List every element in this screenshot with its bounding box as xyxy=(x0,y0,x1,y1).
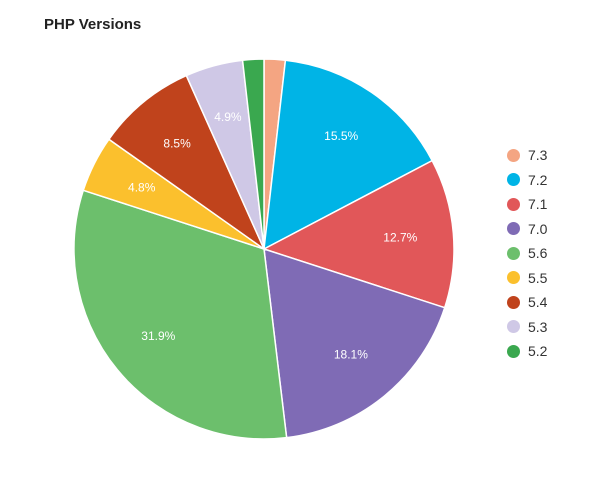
pie-slice-value-label: 18.1% xyxy=(334,348,368,362)
legend-item-5-2[interactable]: 5.2 xyxy=(507,339,597,364)
legend-swatch xyxy=(507,344,520,358)
pie-slice-7-0[interactable] xyxy=(263,247,446,439)
pie-slice-value-label: 31.9% xyxy=(141,329,175,343)
legend-swatch xyxy=(507,148,520,162)
pie-slice-7-1[interactable] xyxy=(262,159,455,309)
legend-item-7-1[interactable]: 7.1 xyxy=(507,192,597,217)
legend-label: 7.1 xyxy=(528,196,548,213)
legend-label: 5.6 xyxy=(528,245,548,262)
legend-swatch xyxy=(507,295,520,309)
legend-swatch xyxy=(507,271,520,285)
pie-slice-5-2[interactable] xyxy=(241,58,265,250)
legend-item-5-6[interactable]: 5.6 xyxy=(507,241,597,266)
legend-swatch xyxy=(507,173,520,187)
chart-title: PHP Versions xyxy=(44,16,142,33)
pie-slice-5-4[interactable] xyxy=(107,74,266,252)
legend-label: 5.4 xyxy=(528,294,548,311)
legend-item-5-4[interactable]: 5.4 xyxy=(507,290,597,315)
legend-label: 7.3 xyxy=(528,147,548,164)
legend-swatch xyxy=(507,197,520,211)
pie-slice-value-label: 15.5% xyxy=(324,129,358,143)
legend-label: 7.2 xyxy=(528,171,548,188)
legend-label: 7.0 xyxy=(528,220,548,237)
legend-item-7-2[interactable]: 7.2 xyxy=(507,168,597,193)
legend: 7.3 7.2 7.1 7.0 5.6 5.5 5.4 5.3 5.2 xyxy=(507,143,597,364)
legend-swatch xyxy=(507,320,520,334)
pie-slice-value-label: 4.8% xyxy=(128,181,156,195)
pie-slices xyxy=(73,58,455,440)
legend-label: 5.3 xyxy=(528,318,548,335)
legend-label: 5.5 xyxy=(528,269,548,286)
pie-slice-labels: 15.5% 12.7% 18.1% 31.9% 4.8% 8.5% 4.9% xyxy=(128,110,418,362)
legend-item-5-3[interactable]: 5.3 xyxy=(507,315,597,340)
legend-item-7-0[interactable]: 7.0 xyxy=(507,217,597,242)
pie-slice-value-label: 4.9% xyxy=(214,110,242,124)
legend-swatch xyxy=(507,222,520,236)
pie-slice-7-2[interactable] xyxy=(263,59,434,251)
legend-swatch xyxy=(507,246,520,260)
pie-slice-5-6[interactable] xyxy=(73,189,288,440)
legend-label: 5.2 xyxy=(528,343,548,360)
pie-slice-value-label: 12.7% xyxy=(383,230,417,244)
legend-item-5-5[interactable]: 5.5 xyxy=(507,266,597,291)
pie-slice-value-label: 8.5% xyxy=(163,136,191,150)
legend-item-7-3[interactable]: 7.3 xyxy=(507,143,597,168)
